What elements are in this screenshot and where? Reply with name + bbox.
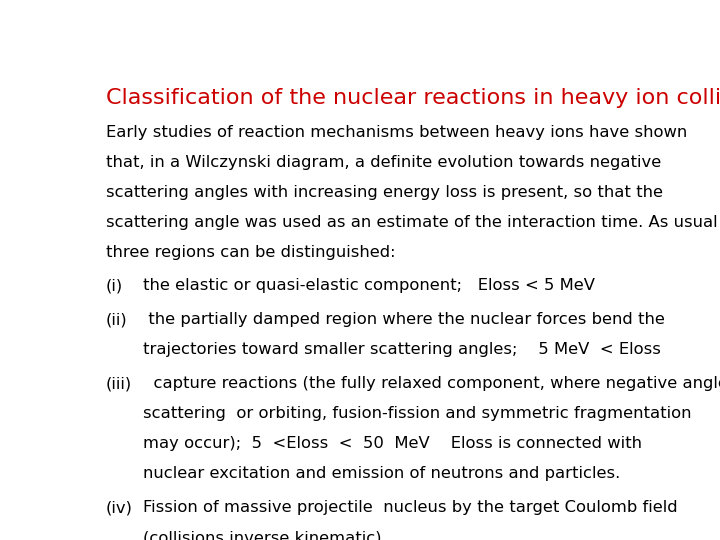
Text: nuclear excitation and emission of neutrons and particles.: nuclear excitation and emission of neutr… — [143, 466, 620, 481]
Text: three regions can be distinguished:: three regions can be distinguished: — [106, 245, 395, 260]
Text: trajectories toward smaller scattering angles;    5 MeV  < Eloss: trajectories toward smaller scattering a… — [143, 342, 661, 357]
Text: (iii): (iii) — [106, 376, 132, 392]
Text: the elastic or quasi-elastic component;   Eloss < 5 MeV: the elastic or quasi-elastic component; … — [143, 278, 595, 293]
Text: Classification of the nuclear reactions in heavy ion collisions: Classification of the nuclear reactions … — [106, 87, 720, 107]
Text: (collisions inverse kinematic).: (collisions inverse kinematic). — [143, 530, 387, 540]
Text: (ii): (ii) — [106, 312, 127, 327]
Text: Fission of massive projectile  nucleus by the target Coulomb field: Fission of massive projectile nucleus by… — [143, 500, 678, 515]
Text: that, in a Wilczynski diagram, a definite evolution towards negative: that, in a Wilczynski diagram, a definit… — [106, 155, 661, 170]
Text: (iv): (iv) — [106, 500, 132, 515]
Text: (i): (i) — [106, 278, 123, 293]
Text: scattering angle was used as an estimate of the interaction time. As usual: scattering angle was used as an estimate… — [106, 215, 717, 230]
Text: scattering angles with increasing energy loss is present, so that the: scattering angles with increasing energy… — [106, 185, 662, 200]
Text: capture reactions (the fully relaxed component, where negative angle: capture reactions (the fully relaxed com… — [143, 376, 720, 392]
Text: the partially damped region where the nuclear forces bend the: the partially damped region where the nu… — [143, 312, 665, 327]
Text: may occur);  5  <Eloss  <  50  MeV    Eloss is connected with: may occur); 5 <Eloss < 50 MeV Eloss is c… — [143, 436, 642, 451]
Text: scattering  or orbiting, fusion-fission and symmetric fragmentation: scattering or orbiting, fusion-fission a… — [143, 406, 691, 421]
Text: Early studies of reaction mechanisms between heavy ions have shown: Early studies of reaction mechanisms bet… — [106, 125, 687, 140]
